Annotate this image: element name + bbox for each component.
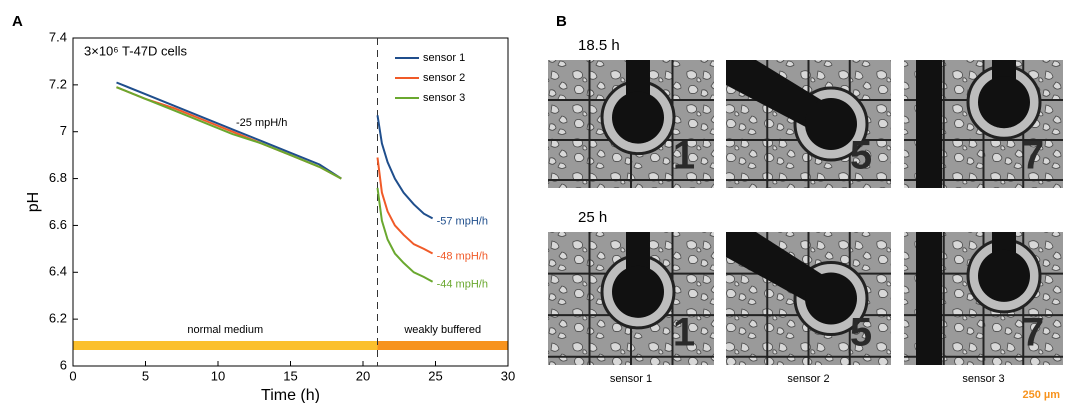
x-axis-label: Time (h) [261, 387, 320, 403]
region-label: normal medium [187, 324, 263, 336]
micrograph: 7 [904, 232, 1063, 365]
y-tick-label: 7.2 [49, 76, 67, 91]
y-tick-label: 6.2 [49, 311, 67, 326]
image-number: 7 [1022, 134, 1044, 178]
image-number: 1 [673, 134, 695, 178]
row-label: 18.5 h [578, 37, 620, 54]
image-number: 5 [850, 134, 872, 178]
panel-label: B [556, 13, 567, 30]
legend-label: sensor 2 [423, 72, 465, 84]
micrograph: 5 [726, 232, 891, 365]
region-bar [73, 341, 378, 350]
column-label: sensor 2 [787, 373, 829, 385]
micrograph: 1 [548, 232, 714, 365]
sensor-spot [805, 272, 857, 325]
rate-label: -48 mpH/h [437, 250, 488, 262]
electrode-bar [916, 60, 942, 188]
micrograph: 7 [904, 60, 1063, 188]
region-bar [377, 341, 508, 350]
rate-label: -57 mpH/h [437, 215, 488, 227]
image-panel: 18.5 h 25 h 1 5 7 1 5 7 sensor 1 sensor 2 sensor 3… [548, 37, 1063, 401]
micrograph: 5 [726, 60, 891, 188]
sensor-spot [612, 265, 664, 318]
legend-label: sensor 3 [423, 92, 465, 104]
micrograph: 1 [548, 60, 714, 188]
x-tick-label: 0 [69, 368, 76, 383]
series-line [116, 81, 434, 220]
x-tick-label: 25 [428, 368, 442, 383]
y-tick-label: 6 [60, 357, 67, 372]
image-number: 7 [1022, 311, 1044, 355]
sensor-spot [978, 76, 1030, 129]
y-tick-label: 7 [60, 123, 67, 138]
slope-label: -25 mpH/h [236, 117, 287, 129]
x-tick-label: 10 [211, 368, 225, 383]
sensor-spot [978, 249, 1030, 302]
row-label: 25 h [578, 209, 607, 226]
legend-label: sensor 1 [423, 52, 465, 64]
annotation: 3×10⁶ T-47D cells [84, 43, 188, 58]
x-tick-label: 5 [142, 368, 149, 383]
x-tick-label: 15 [283, 368, 297, 383]
sensor-spot [805, 98, 857, 150]
region-label: weakly buffered [403, 324, 481, 336]
plot-frame [72, 37, 509, 367]
column-label: sensor 3 [962, 373, 1004, 385]
y-tick-label: 6.6 [49, 217, 67, 232]
rate-label: -44 mpH/h [437, 279, 488, 291]
y-tick-label: 6.4 [49, 264, 67, 279]
panel-label: A [12, 13, 23, 30]
sensor-spot [612, 91, 664, 144]
image-number: 5 [850, 311, 872, 355]
chart: normal medium weakly buffered 0 5 10 15 20 25 30… [25, 29, 515, 403]
y-tick-label: 7.4 [49, 29, 67, 44]
series-line [116, 86, 434, 283]
x-tick-label: 20 [356, 368, 370, 383]
scale-bar-label: 250 µm [1022, 389, 1060, 401]
electrode-bar [916, 232, 942, 365]
y-axis-label: pH [25, 192, 42, 212]
column-label: sensor 1 [610, 373, 652, 385]
x-tick-label: 30 [501, 368, 515, 383]
image-number: 1 [673, 311, 695, 355]
y-tick-label: 6.8 [49, 170, 67, 185]
